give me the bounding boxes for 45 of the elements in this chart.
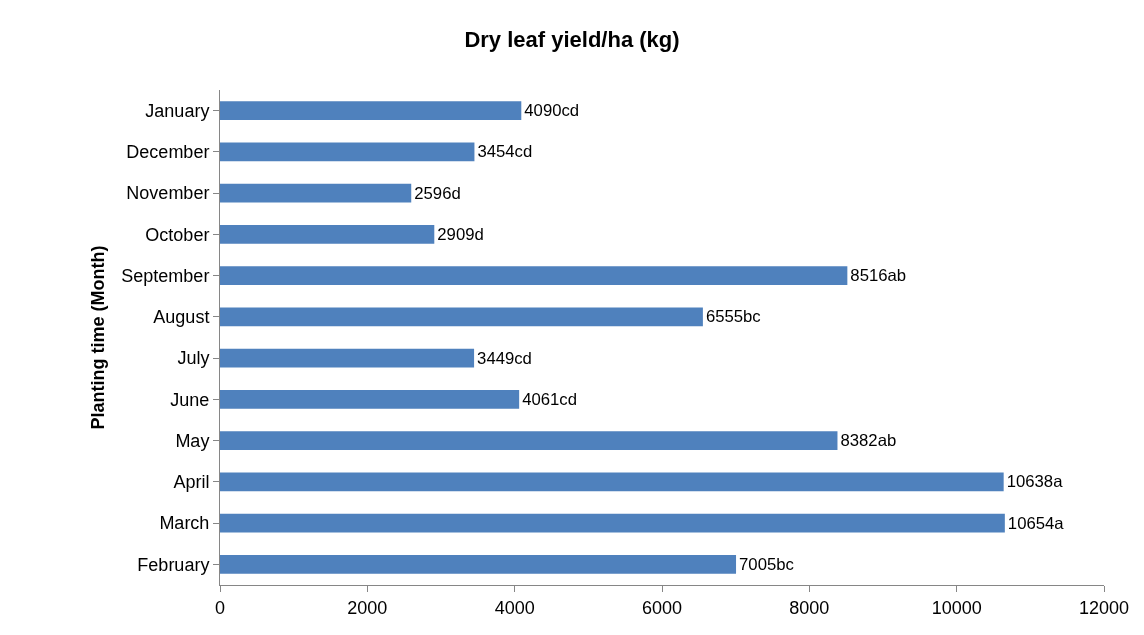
bar (220, 307, 703, 327)
y-tick-label: March (159, 513, 210, 534)
data-label: 7005bc (739, 554, 794, 574)
data-label: 4061cd (522, 389, 577, 409)
data-label: 3449cd (477, 348, 532, 368)
y-tick-label: June (170, 389, 210, 410)
bar (220, 555, 737, 574)
x-tick-label: 10000 (931, 597, 982, 618)
x-tick-label: 8000 (789, 597, 830, 618)
y-tick-label: August (153, 307, 210, 328)
bar (220, 225, 435, 244)
data-label: 2596d (414, 183, 461, 203)
x-tick-label: 12000 (1078, 597, 1130, 618)
x-tick-label: 6000 (641, 597, 683, 618)
y-tick-label: December (126, 142, 210, 163)
data-label: 8382ab (840, 431, 897, 451)
bar (220, 183, 412, 203)
y-tick-label: October (145, 224, 210, 245)
x-tick-label: 4000 (494, 597, 535, 618)
x-tick-label: 0 (214, 597, 226, 618)
data-label: 10654a (1007, 513, 1065, 533)
y-tick-label: April (173, 472, 210, 493)
chart-title: Dry leaf yield/ha (kg) (464, 27, 680, 53)
y-tick-label: February (137, 554, 210, 575)
data-label: 3454cd (477, 142, 533, 162)
data-label: 4090cd (524, 101, 580, 121)
bar (220, 348, 475, 368)
bar (220, 390, 520, 409)
data-label: 8516ab (850, 266, 907, 286)
bar (220, 101, 522, 120)
bar (220, 431, 838, 450)
bar (220, 513, 1005, 533)
data-label: 2909d (437, 224, 484, 244)
bar (220, 142, 475, 162)
y-tick-label: July (177, 348, 210, 369)
x-tick-label: 2000 (347, 597, 388, 618)
data-label: 6555bc (705, 307, 761, 327)
data-label: 10638a (1006, 472, 1064, 492)
bar (220, 472, 1004, 492)
y-tick-label: May (175, 430, 210, 451)
bar (220, 266, 848, 285)
y-tick-label: September (121, 265, 210, 286)
y-tick-label: January (145, 100, 210, 121)
y-tick-label: November (126, 183, 210, 204)
y-axis-title: Planting time (Month) (87, 245, 108, 430)
